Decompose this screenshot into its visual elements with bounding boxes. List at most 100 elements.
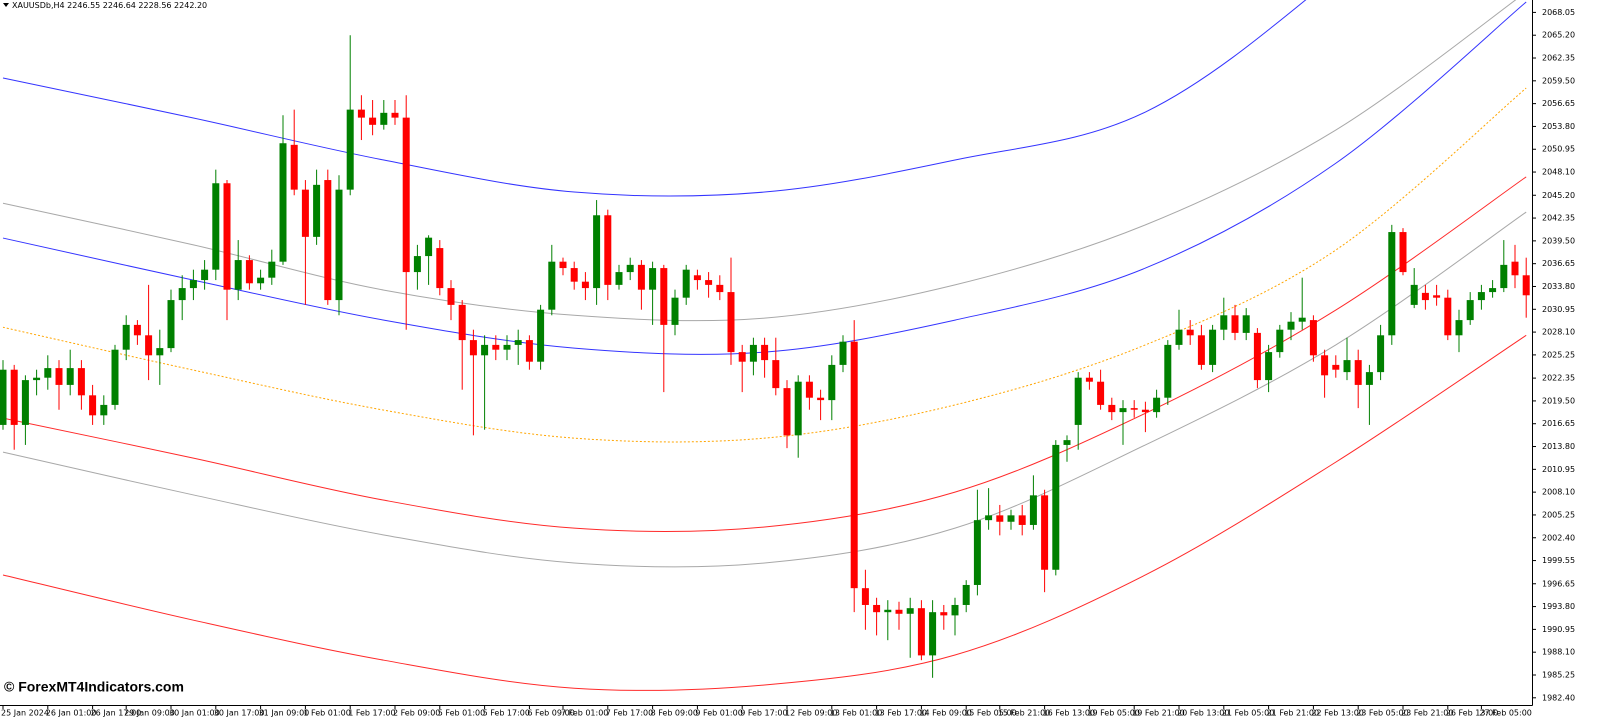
candle-body — [929, 612, 937, 656]
x-tick-label: 5 Feb 01:00 — [438, 709, 485, 718]
candle-body — [234, 260, 242, 290]
candle-body — [828, 364, 836, 401]
y-tick-label: 1999.55 — [1542, 556, 1575, 565]
candle-body — [1388, 232, 1396, 336]
candle-body — [1108, 404, 1116, 413]
candle-body — [492, 344, 500, 350]
candle-body — [1365, 372, 1373, 385]
candle-body — [1298, 317, 1306, 322]
y-tick-label: 2053.80 — [1542, 122, 1575, 131]
y-tick-label: 2036.65 — [1542, 259, 1575, 268]
candle-body — [380, 112, 388, 125]
indicator-line — [2, 1, 1527, 355]
candle-body — [357, 109, 365, 118]
x-tick-label: 22 Feb 13:00 — [1311, 709, 1363, 718]
x-tick-label: 14 Feb 09:00 — [919, 709, 971, 718]
indicator-line — [2, 211, 1527, 568]
candle-body — [1421, 292, 1429, 301]
x-tick-label: 1 Feb 01:00 — [303, 709, 350, 718]
candle-body — [402, 117, 410, 273]
candle-body — [1410, 284, 1418, 305]
indicator-line — [2, 334, 1527, 691]
candle-body — [1085, 377, 1093, 382]
x-tick-label: 21 Feb 21:00 — [1267, 709, 1319, 718]
candle-body — [100, 404, 108, 416]
x-tick-label: 9 Feb 17:00 — [740, 709, 787, 718]
candle-body — [996, 515, 1004, 522]
x-tick-label: 16 Feb 13:00 — [1043, 709, 1095, 718]
x-tick-label: 15 Feb 05:00 — [964, 709, 1016, 718]
x-tick-label: 23 Feb 21:00 — [1401, 709, 1453, 718]
candle-body — [1074, 377, 1082, 425]
x-tick-label: 26 Feb 13:00 — [1446, 709, 1498, 718]
candle-body — [716, 284, 724, 293]
y-tick-label: 1996.65 — [1542, 579, 1575, 588]
candle-body — [1153, 397, 1161, 413]
candle-body — [1041, 495, 1049, 570]
x-tick-label: 31 Jan 09:00 — [259, 709, 310, 718]
symbol-menu-icon[interactable] — [3, 3, 9, 7]
candle-body — [89, 395, 97, 416]
candle-body — [548, 261, 556, 310]
candle-body — [693, 275, 701, 281]
x-tick-label: 5 Feb 17:00 — [483, 709, 530, 718]
x-tick-label: 1 Feb 17:00 — [348, 709, 395, 718]
candle-body — [425, 237, 433, 257]
candle-body — [66, 368, 74, 385]
candle-body — [436, 248, 444, 289]
candle-body — [1276, 329, 1284, 353]
x-tick-label: 25 Jan 2024 — [1, 709, 49, 718]
candle-body — [1477, 292, 1485, 301]
candle-body — [279, 143, 287, 262]
y-tick-label: 2030.95 — [1542, 305, 1575, 314]
candle-body — [156, 348, 164, 356]
candle-body — [55, 368, 63, 385]
candle-body — [884, 609, 892, 613]
candle-body — [245, 260, 253, 284]
candle-body — [951, 604, 959, 616]
candle-body — [514, 340, 522, 345]
y-tick-label: 2056.65 — [1542, 99, 1575, 108]
candle-body — [783, 388, 791, 436]
candle-body — [369, 117, 377, 125]
y-tick-label: 2013.80 — [1542, 442, 1575, 451]
candle-body — [1265, 352, 1273, 381]
candle-body — [581, 281, 589, 289]
candle-body — [313, 184, 321, 237]
y-tick-label: 2068.05 — [1542, 8, 1575, 17]
x-tick-label: 13 Feb 17:00 — [875, 709, 927, 718]
y-tick-label: 2033.80 — [1542, 282, 1575, 291]
candle-body — [1433, 295, 1441, 298]
y-tick-label: 2042.35 — [1542, 214, 1575, 223]
candle-body — [1063, 440, 1071, 445]
candle-body — [1220, 315, 1228, 330]
candle-body — [873, 604, 881, 613]
candle-body — [133, 324, 141, 336]
candle-body — [21, 380, 29, 425]
candle-body — [33, 377, 41, 381]
candle-body — [850, 341, 858, 589]
candle-body — [570, 268, 578, 282]
indicator-line — [2, 0, 1307, 197]
candle-body — [1209, 329, 1217, 365]
indicator-line — [2, 0, 1517, 322]
candle-body — [1052, 444, 1060, 570]
y-tick-label: 1985.25 — [1542, 670, 1575, 679]
y-tick-label: 1988.10 — [1542, 648, 1575, 657]
candle-body — [1489, 288, 1497, 293]
y-tick-label: 2059.50 — [1542, 76, 1575, 85]
candle-body — [738, 352, 746, 362]
y-tick-label: 2016.65 — [1542, 419, 1575, 428]
x-tick-label: 19 Feb 05:00 — [1087, 709, 1139, 718]
y-tick-label: 2048.10 — [1542, 168, 1575, 177]
candle-body — [682, 269, 690, 298]
candle-body — [1018, 515, 1026, 525]
x-tick-label: 30 Jan 17:00 — [214, 709, 265, 718]
candle-body — [1309, 320, 1317, 356]
candle-body — [145, 335, 153, 356]
candle-body — [1097, 381, 1105, 405]
candle-body — [940, 612, 948, 616]
candle-body — [671, 297, 679, 325]
